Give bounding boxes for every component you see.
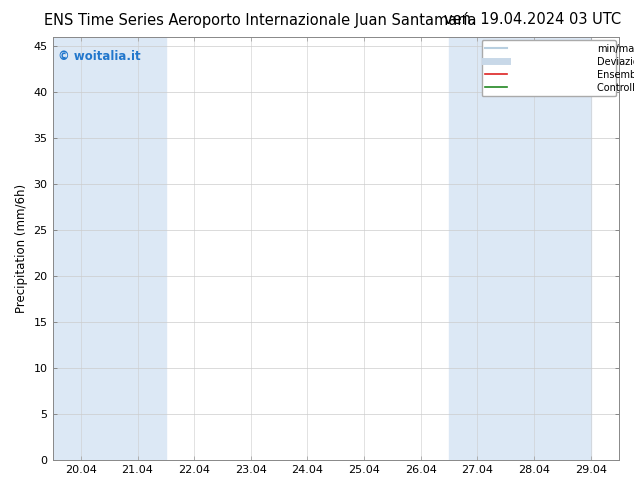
Bar xyxy=(109,37,166,460)
Text: ven. 19.04.2024 03 UTC: ven. 19.04.2024 03 UTC xyxy=(444,12,621,27)
Bar xyxy=(449,37,506,460)
Text: ENS Time Series Aeroporto Internazionale Juan Santamaría: ENS Time Series Aeroporto Internazionale… xyxy=(44,12,477,28)
Legend: min/max, Deviazione standard, Ensemble mean run, Controll run: min/max, Deviazione standard, Ensemble m… xyxy=(482,40,616,97)
Y-axis label: Precipitation (mm/6h): Precipitation (mm/6h) xyxy=(15,184,28,313)
Bar xyxy=(53,37,109,460)
Bar xyxy=(562,37,591,460)
Text: © woitalia.it: © woitalia.it xyxy=(58,50,141,63)
Bar xyxy=(506,37,562,460)
